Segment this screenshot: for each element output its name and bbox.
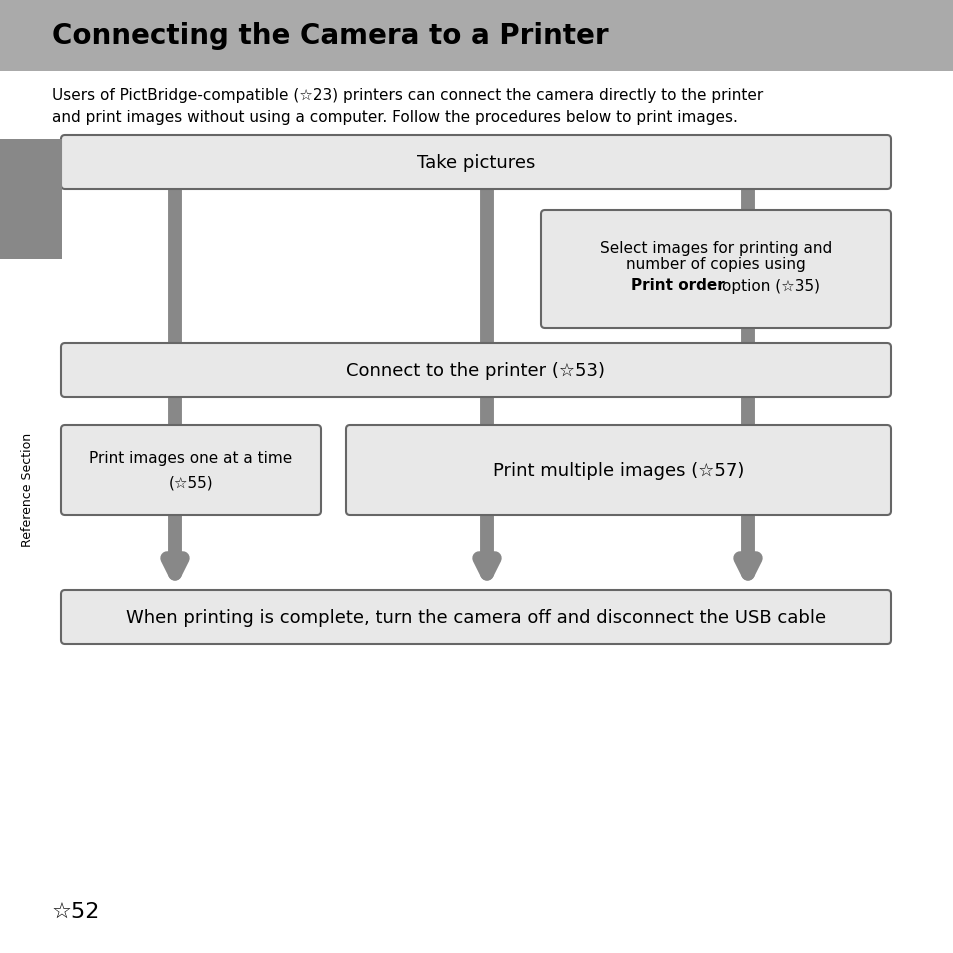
Text: Print images one at a time: Print images one at a time [90, 451, 293, 466]
Text: number of copies using: number of copies using [625, 257, 805, 273]
Text: Select images for printing and: Select images for printing and [599, 240, 831, 255]
FancyBboxPatch shape [61, 136, 890, 190]
Text: and print images without using a computer. Follow the procedures below to print : and print images without using a compute… [52, 110, 737, 125]
FancyBboxPatch shape [0, 0, 953, 71]
FancyBboxPatch shape [0, 140, 62, 260]
FancyBboxPatch shape [540, 211, 890, 329]
FancyBboxPatch shape [346, 426, 890, 516]
FancyBboxPatch shape [61, 344, 890, 397]
Text: Users of PictBridge-compatible (☆​23) printers can connect the camera directly t: Users of PictBridge-compatible (☆​23) pr… [52, 88, 762, 103]
FancyBboxPatch shape [61, 426, 320, 516]
Text: When printing is complete, turn the camera off and disconnect the USB cable: When printing is complete, turn the came… [126, 608, 825, 626]
Text: Reference Section: Reference Section [22, 433, 34, 546]
Text: ☆52: ☆52 [52, 901, 100, 921]
Text: option (☆35): option (☆35) [721, 278, 820, 294]
Text: Connecting the Camera to a Printer: Connecting the Camera to a Printer [52, 22, 608, 50]
Text: Print multiple images (☆57): Print multiple images (☆57) [493, 461, 743, 479]
Text: Connect to the printer (☆53): Connect to the printer (☆53) [346, 361, 605, 379]
Text: Take pictures: Take pictures [416, 153, 535, 172]
Text: (☆55): (☆55) [169, 475, 213, 490]
Text: Print order: Print order [631, 278, 724, 294]
FancyBboxPatch shape [61, 590, 890, 644]
